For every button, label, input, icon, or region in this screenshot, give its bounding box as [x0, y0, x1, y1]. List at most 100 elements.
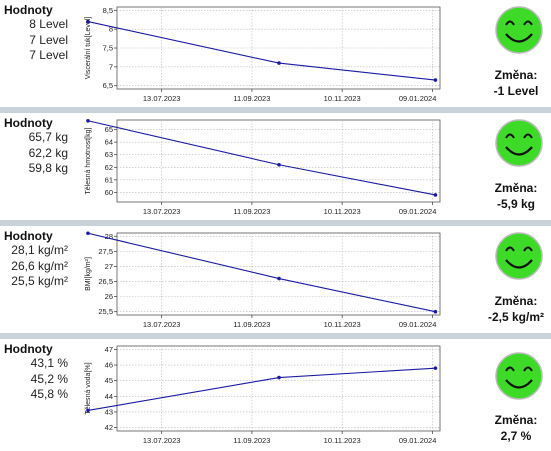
data-point [433, 366, 438, 370]
value-item: 59,8 kg [28, 161, 68, 175]
y-tick-label: 44 [105, 392, 113, 401]
smiley-icon [495, 119, 543, 167]
values-list: 65,7 kg 62,2 kg 59,8 kg [0, 130, 68, 177]
y-tick-label: 27,5 [98, 247, 113, 256]
y-tick-label: 60 [105, 188, 113, 197]
x-tick-label: 09.01.2024 [399, 320, 437, 329]
x-tick-label: 09.01.2024 [399, 207, 437, 216]
y-tick-label: 42 [105, 423, 113, 432]
x-tick-label: 11.09.2023 [233, 320, 270, 329]
x-tick-label: 10.11.2023 [324, 436, 361, 445]
plot-frame [116, 119, 441, 203]
y-tick-label: 63 [105, 150, 113, 159]
value-item: 25,5 kg/m² [11, 274, 68, 288]
y-tick-label: 47 [105, 345, 113, 354]
data-point [277, 276, 281, 281]
x-tick-label: 13.07.2023 [143, 207, 181, 216]
data-point [277, 61, 281, 65]
change-value: 2,7 % [500, 429, 532, 443]
y-axis-label: BMI[kg/m²] [85, 257, 92, 291]
bmi-chart: 25,5 26 26,5 27 27,5 28 13.07.2023 11.09.2023 10… [85, 231, 441, 329]
smiley-icon [495, 232, 543, 280]
y-tick-label: 43 [105, 407, 113, 416]
x-tick-label: 13.07.2023 [143, 94, 181, 103]
values-list: 28,1 kg/m² 26,6 kg/m² 25,5 kg/m² [0, 243, 68, 290]
value-item: 45,2 % [30, 371, 68, 386]
body-weight-chart: 60 61 62 63 64 65 13.07.2023 11.09.2023 10.11.20… [85, 118, 441, 216]
y-tick-label: 8,5 [103, 6, 113, 15]
data-point [433, 78, 438, 82]
y-tick-label: 26 [105, 292, 113, 301]
x-tick-label: 11.09.2023 [233, 94, 270, 103]
x-tick-label: 13.07.2023 [143, 320, 181, 329]
change-summary: Změna: -1 Level [474, 67, 551, 99]
y-tick-label: 27 [105, 262, 113, 271]
change-label: Změna: [494, 413, 538, 427]
value-item: 45,8 % [30, 387, 68, 401]
change-label: Změna: [494, 294, 538, 308]
y-tick-label: 45 [105, 376, 113, 385]
change-summary: Změna: -2,5 kg/m² [474, 293, 551, 325]
value-item: 43,1 % [30, 356, 68, 370]
value-item: 26,6 kg/m² [11, 258, 68, 273]
visceral-fat-chart: 6,5 7 7,5 8 8,5 13.07.2023 11.09.2023 10.11.202… [85, 6, 441, 103]
body-water-chart: 42 43 44 45 46 47 13.07.2023 11.09.2023 10.11.20… [85, 345, 441, 445]
change-summary: Změna: 2,7 % [474, 412, 551, 444]
change-value: -5,9 kg [496, 197, 535, 211]
smiley-icon [495, 6, 543, 54]
panel-separator [0, 220, 551, 226]
value-item: 65,7 kg [28, 130, 68, 144]
y-axis-label: Viscerální tuk[Level] [85, 17, 92, 80]
metric-panel-bmi: Hodnoty 28,1 kg/m² 26,6 kg/m² 25,5 kg/m²… [0, 226, 551, 333]
panel-heading: Hodnoty [4, 229, 53, 243]
data-point [433, 309, 438, 314]
x-tick-label: 11.09.2023 [233, 436, 270, 445]
x-tick-label: 13.07.2023 [143, 436, 181, 445]
y-tick-label: 62 [105, 163, 113, 172]
y-tick-label: 6,5 [103, 81, 113, 90]
y-axis-label: Tělesná voda[%] [85, 362, 92, 414]
x-tick-label: 10.11.2023 [324, 320, 361, 329]
change-value: -1 Level [493, 84, 539, 98]
smiley-icon [495, 352, 543, 400]
y-tick-label: 28 [105, 232, 113, 241]
data-point [277, 375, 281, 380]
x-tick-label: 09.01.2024 [399, 436, 437, 445]
change-label: Změna: [494, 181, 538, 195]
y-tick-label: 61 [105, 175, 113, 184]
value-item: 28,1 kg/m² [11, 243, 68, 257]
y-tick-label: 7,5 [103, 44, 113, 53]
plot-frame [116, 6, 441, 90]
data-point [86, 19, 90, 24]
panel-heading: Hodnoty [4, 342, 53, 356]
y-axis-label: Tělesná hmotnost[kg] [85, 127, 92, 194]
y-tick-label: 7 [109, 62, 113, 71]
y-tick-label: 25,5 [98, 307, 113, 316]
panel-separator [0, 333, 551, 339]
x-tick-label: 11.09.2023 [233, 207, 270, 216]
value-item: 8 Level [29, 17, 68, 31]
panel-heading: Hodnoty [4, 116, 53, 130]
y-tick-label: 64 [105, 138, 113, 147]
panel-heading: Hodnoty [4, 3, 53, 17]
values-list: 43,1 % 45,2 % 45,8 % [0, 356, 68, 403]
plot-frame [116, 345, 441, 432]
panel-separator [0, 107, 551, 113]
metric-panel-body-weight: Hodnoty 65,7 kg 62,2 kg 59,8 kg 60 61 62 63… [0, 113, 551, 220]
data-point [86, 118, 90, 123]
y-tick-label: 65 [105, 125, 113, 134]
value-item: 7 Level [29, 32, 68, 47]
data-point [277, 162, 281, 167]
change-summary: Změna: -5,9 kg [474, 180, 551, 212]
value-item: 7 Level [29, 48, 68, 62]
value-item: 62,2 kg [28, 145, 68, 160]
change-label: Změna: [494, 68, 538, 82]
data-point [86, 231, 90, 236]
change-value: -2,5 kg/m² [487, 310, 544, 324]
metric-panel-body-water: Hodnoty 43,1 % 45,2 % 45,8 % 42 43 44 45 46 4… [0, 339, 551, 451]
x-tick-label: 10.11.2023 [324, 207, 361, 216]
x-tick-label: 09.01.2024 [399, 94, 437, 103]
data-point [433, 193, 438, 197]
y-tick-label: 26,5 [98, 277, 113, 286]
metric-panel-visceral-fat: Hodnoty 8 Level 7 Level 7 Level 6,5 7 7,5 8… [0, 0, 551, 107]
